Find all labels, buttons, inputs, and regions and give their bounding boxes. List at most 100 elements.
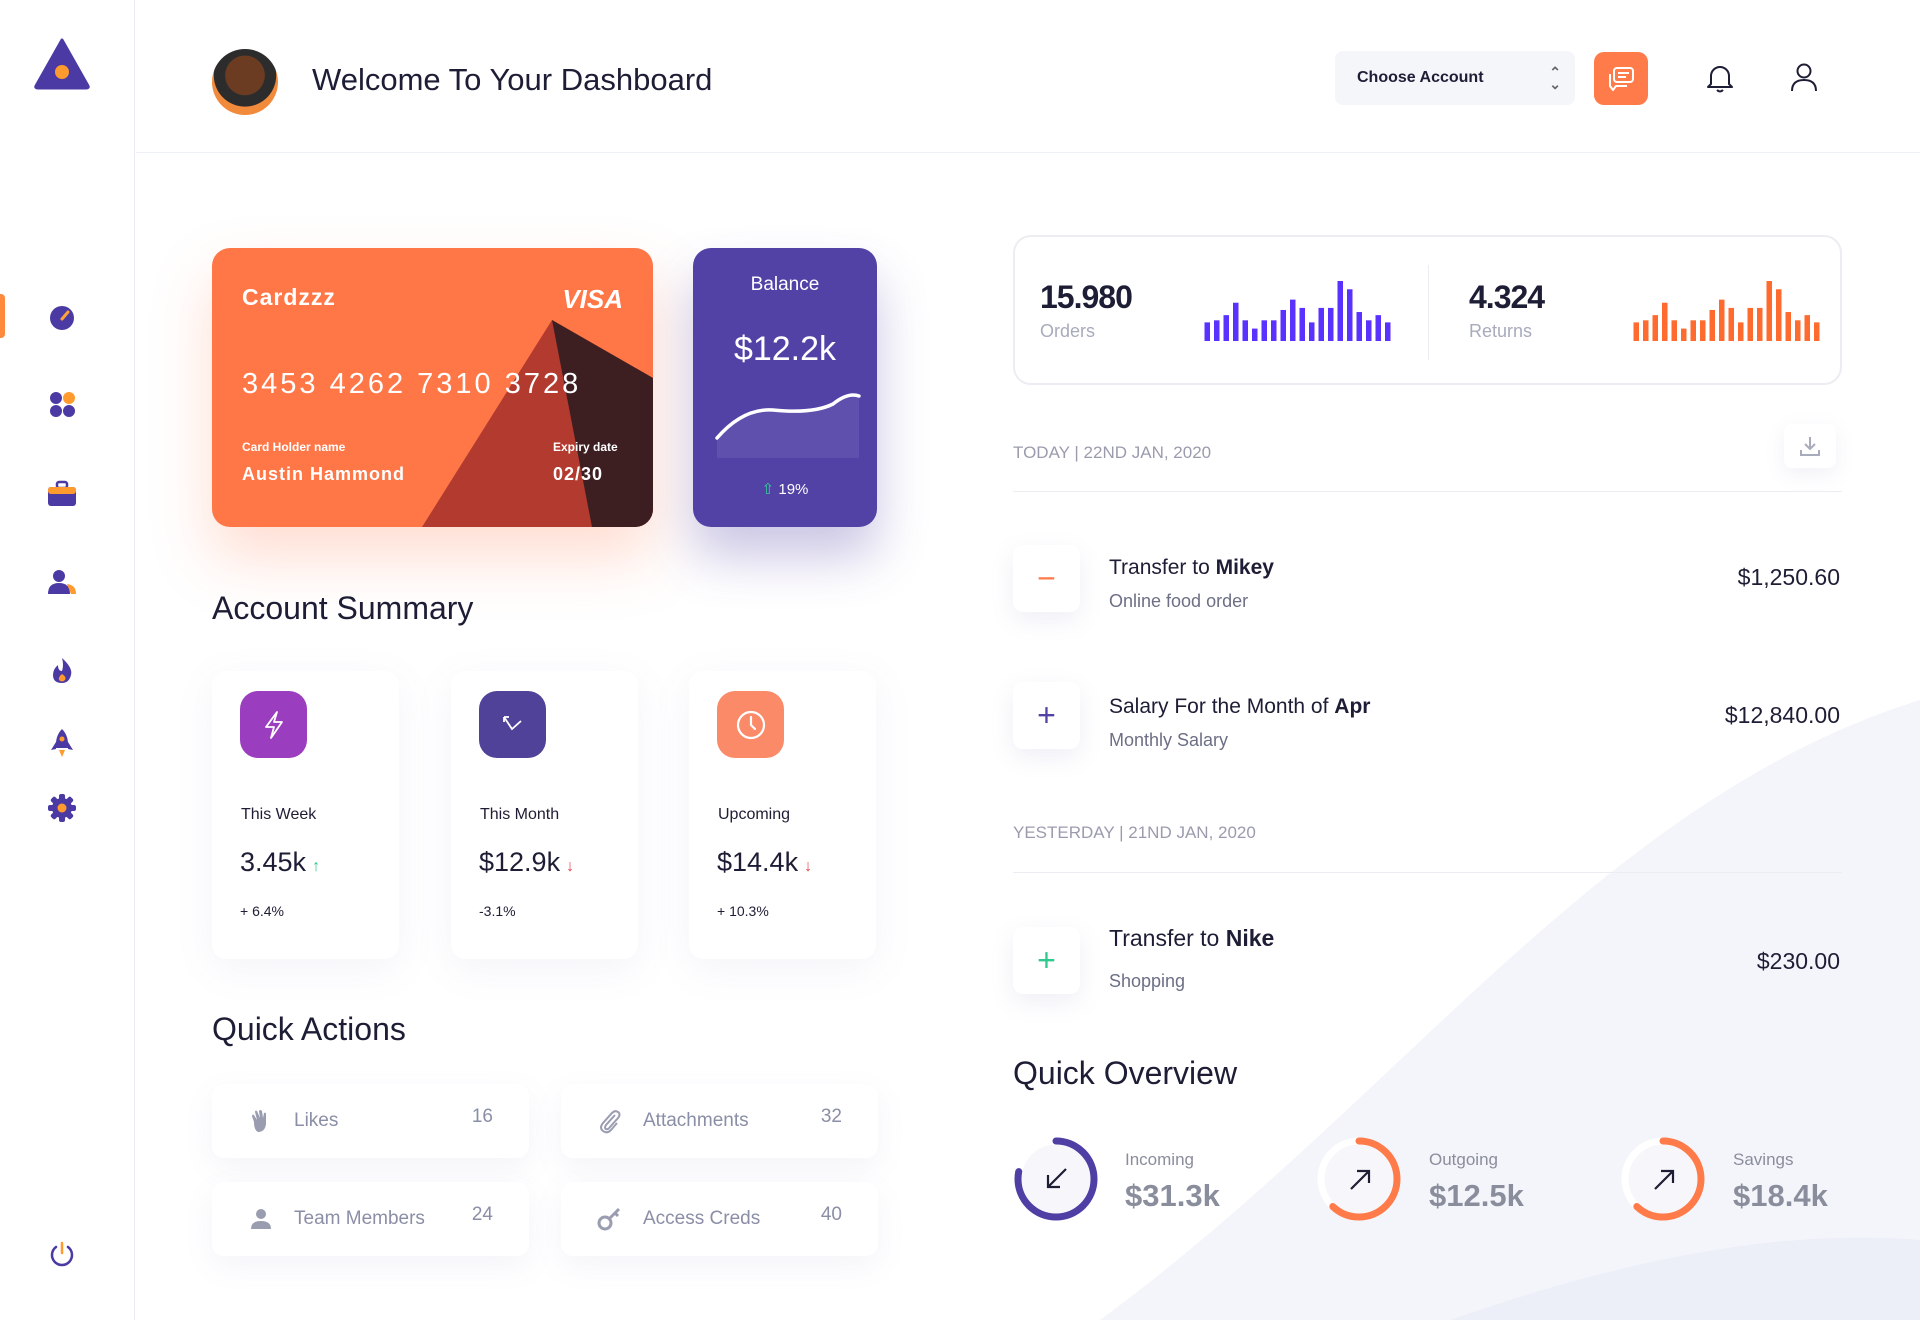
active-indicator: [0, 294, 5, 338]
quick-action-count: 32: [820, 1106, 842, 1127]
transaction-amount: $12,840.00: [1724, 702, 1840, 728]
outgoing-label: Outgoing: [1429, 1150, 1498, 1169]
bar: [1318, 307, 1324, 341]
quick-action-label: Team Members: [294, 1208, 425, 1229]
arrow-up-icon: ↑: [312, 858, 321, 875]
dashboard-gauge-icon: [50, 306, 74, 330]
balance-card[interactable]: Balance $12.2k ⇧ 19%: [693, 248, 877, 527]
quick-action-attachments[interactable]: Attachments 32: [561, 1084, 878, 1158]
summary-value: 3.45k ↑: [240, 847, 321, 877]
bar: [1681, 328, 1687, 341]
card-brand: Cardzzz: [242, 284, 336, 310]
bar: [1700, 320, 1706, 341]
bar: [1356, 312, 1362, 341]
avatar[interactable]: [212, 49, 278, 115]
balance-value: $12.2k: [733, 330, 837, 368]
summary-label: Upcoming: [718, 806, 791, 823]
transaction-amount: $1,250.60: [1737, 564, 1840, 590]
bar: [1738, 322, 1744, 341]
logo-icon[interactable]: [34, 38, 90, 90]
transaction-title[interactable]: Salary For the Month of Apr: [1109, 695, 1371, 718]
sidebar-item-launch[interactable]: [46, 727, 78, 759]
user-profile-icon[interactable]: [1789, 62, 1819, 94]
savings-label: Savings: [1733, 1150, 1794, 1169]
bar: [1214, 320, 1220, 341]
bar: [1633, 322, 1639, 341]
bar: [1328, 307, 1334, 341]
savings-value: $18.4k: [1733, 1178, 1828, 1213]
sidebar-item-users[interactable]: [46, 566, 78, 598]
stats-divider: [1428, 265, 1429, 360]
sidebar-item-portfolio[interactable]: [46, 477, 78, 509]
lightning-icon: [240, 691, 307, 758]
divider: [1013, 491, 1842, 492]
quick-action-count: 24: [471, 1204, 493, 1225]
summary-change: + 6.4%: [240, 903, 284, 919]
transaction-title[interactable]: Transfer to Mikey: [1109, 556, 1274, 579]
summary-change: -3.1%: [479, 903, 516, 919]
sidebar-item-settings[interactable]: [46, 792, 78, 824]
bell-icon[interactable]: [1705, 62, 1735, 94]
returns-value: 4.324: [1469, 279, 1545, 315]
trend-arrow-icon: [479, 691, 546, 758]
balance-sparkline: [715, 393, 861, 458]
download-button[interactable]: [1784, 424, 1836, 468]
quick-overview-title: Quick Overview: [1013, 1055, 1238, 1091]
bar: [1223, 315, 1229, 341]
arrow-down-icon: ↓: [566, 858, 575, 875]
arrow-down-left-icon: [1046, 1168, 1067, 1189]
bar: [1337, 281, 1343, 341]
quick-action-label: Access Creds: [643, 1208, 761, 1229]
transaction-title[interactable]: Transfer to Nike: [1109, 925, 1275, 951]
savings-ring: [1621, 1137, 1705, 1221]
outgoing-value: $12.5k: [1429, 1178, 1524, 1213]
bar: [1299, 307, 1305, 341]
transaction-subtitle: Monthly Salary: [1109, 730, 1229, 750]
bar: [1385, 322, 1391, 341]
user-icon: [251, 1209, 271, 1229]
summary-change: + 10.3%: [717, 903, 769, 919]
returns-label: Returns: [1469, 321, 1533, 341]
quick-action-count: 40: [820, 1204, 842, 1225]
bar: [1785, 312, 1791, 341]
balance-change: ⇧ 19%: [761, 481, 809, 498]
hand-wave-icon: [252, 1110, 266, 1132]
summary-card-this-month[interactable]: This Month $12.9k ↓ -3.1%: [451, 671, 638, 959]
sidebar-item-apps[interactable]: [46, 388, 78, 420]
bar: [1804, 315, 1810, 341]
summary-card-upcoming[interactable]: Upcoming $14.4k ↓ + 10.3%: [689, 671, 876, 959]
quick-action-team-members[interactable]: Team Members 24: [212, 1182, 529, 1256]
rocket-icon: [51, 729, 73, 757]
bar: [1242, 320, 1248, 341]
bar: [1204, 322, 1210, 341]
bar: [1280, 309, 1286, 341]
credit-card[interactable]: Cardzzz VISA 3453 4262 7310 3728 Card Ho…: [212, 248, 653, 527]
power-icon: [50, 1241, 74, 1267]
briefcase-icon: [48, 480, 76, 506]
bar: [1309, 322, 1315, 341]
bar: [1719, 299, 1725, 341]
account-select[interactable]: Choose Account ⌃ ⌄: [1335, 51, 1575, 105]
summary-card-this-week[interactable]: This Week 3.45k ↑ + 6.4%: [212, 671, 399, 959]
minus-icon: −: [1013, 545, 1080, 612]
paperclip-icon: [600, 1110, 621, 1134]
sidebar-item-dashboard[interactable]: [46, 300, 78, 332]
chevron-updown-icon: ⌃ ⌄: [1549, 64, 1561, 92]
bar: [1766, 281, 1772, 341]
fire-icon: [53, 658, 72, 683]
quick-action-likes[interactable]: Likes 16: [212, 1084, 529, 1158]
bar: [1747, 307, 1753, 341]
messages-button[interactable]: [1594, 52, 1648, 105]
quick-action-access-creds[interactable]: Access Creds 40: [561, 1182, 878, 1256]
bar: [1252, 328, 1258, 341]
apps-grid-icon: [50, 392, 75, 417]
visa-logo: VISA: [562, 284, 623, 314]
sidebar-item-trending[interactable]: [46, 654, 78, 686]
bar: [1347, 289, 1353, 341]
logout-button[interactable]: [46, 1238, 78, 1270]
card-holder-label: Card Holder name: [242, 440, 346, 454]
bar: [1814, 322, 1820, 341]
bar: [1366, 320, 1372, 341]
transaction-amount: $230.00: [1756, 948, 1840, 974]
summary-label: This Week: [241, 806, 317, 823]
